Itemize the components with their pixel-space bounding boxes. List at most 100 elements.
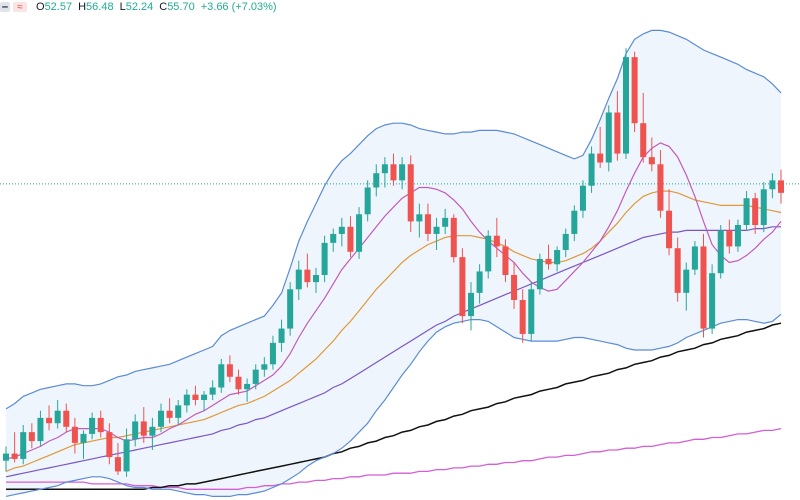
candle-body [261, 364, 268, 370]
candle-body [485, 235, 492, 272]
candle-body [373, 173, 380, 188]
candle-body [511, 275, 518, 300]
candle-body [657, 164, 664, 211]
candle-body [252, 369, 259, 384]
bollinger-lower-line [5, 313, 782, 497]
candle-body [140, 421, 147, 436]
candle-body [450, 217, 457, 258]
candle-body [399, 164, 406, 181]
candle-body [54, 410, 61, 424]
candle-body [683, 269, 690, 293]
legend-high: H56.48 [78, 1, 114, 13]
sma-slow-line [5, 226, 781, 478]
candle-body [356, 214, 363, 252]
candle-body [226, 364, 233, 377]
candle-body [218, 364, 225, 388]
candle-body [201, 394, 208, 400]
candle-body [244, 383, 251, 390]
candle-body [433, 226, 440, 234]
candle-body [648, 157, 655, 165]
indicator-settings-icon[interactable]: ≈ [13, 2, 27, 13]
candle-body [545, 258, 552, 265]
candle-body [640, 123, 647, 158]
legend-high-value: 56.48 [86, 1, 114, 13]
candle-body [63, 410, 70, 427]
candle-body [209, 387, 216, 395]
candle-body [123, 439, 130, 472]
candle-body [390, 164, 397, 181]
legend-open: O52.57 [36, 1, 73, 13]
candle-body [132, 421, 139, 440]
hide-icon[interactable]: ━ [0, 2, 10, 12]
candle-body [89, 417, 96, 434]
candle-body [769, 180, 776, 190]
candle-body [287, 289, 294, 329]
candle-body [709, 273, 716, 329]
candle-body [597, 153, 604, 163]
sma-very-long-line [6, 427, 782, 490]
candle-body [364, 187, 371, 215]
candle-body [726, 230, 733, 247]
candle-body [571, 210, 578, 234]
legend-close-value: 55.70 [167, 1, 195, 13]
candle-body [106, 432, 113, 458]
candle-body [760, 189, 767, 225]
bollinger-upper-line [5, 29, 782, 410]
candle-body [347, 226, 354, 252]
candle-body [2, 453, 10, 461]
candle-body [554, 250, 561, 265]
candle-body [700, 246, 707, 329]
candle-body [37, 417, 44, 442]
candle-body [502, 246, 509, 275]
candle-body [20, 432, 27, 459]
candle-body [149, 426, 156, 436]
candle-body [743, 198, 750, 225]
candle-body [312, 275, 320, 283]
candle-body [631, 57, 638, 124]
ohlc-legend: ━ ≈ O52.57 H56.48 L52.24 C55.70 +3.66 (+… [0, 0, 277, 14]
legend-close: C55.70 [159, 1, 195, 13]
candle-body [666, 210, 673, 249]
candle-body [175, 405, 182, 418]
candle-body [424, 214, 431, 234]
candle-body [536, 258, 543, 290]
candle-body [338, 226, 345, 234]
candle-body [493, 235, 500, 247]
candle-body [330, 233, 337, 243]
candle-body [166, 410, 173, 418]
candle-body [476, 271, 483, 293]
sma-long-line [6, 322, 782, 491]
candle-body [183, 394, 190, 406]
candle-body [717, 230, 724, 274]
candle-body [614, 112, 621, 154]
candle-body [674, 248, 681, 293]
candle-body [321, 242, 328, 275]
candle-body [46, 417, 53, 424]
candle-body [519, 300, 526, 334]
candle-body [295, 269, 302, 290]
candle-body [691, 246, 698, 270]
candle-body [467, 292, 475, 317]
candle-body [235, 376, 242, 390]
candle-body [752, 198, 759, 225]
candle-body [71, 426, 78, 443]
candle-body [562, 233, 569, 250]
candle-body [269, 342, 276, 365]
legend-low-value: 52.24 [125, 1, 154, 13]
candle-body [381, 164, 388, 174]
candle-body [278, 328, 285, 343]
candle-body [97, 417, 104, 433]
legend-change: +3.66 (+7.03%) [200, 1, 277, 13]
candle-body [407, 164, 414, 222]
candle-body [192, 394, 199, 400]
candle-body [459, 257, 466, 317]
legend-low: L52.24 [119, 1, 154, 13]
candle-body [114, 457, 121, 472]
candle-body [80, 433, 87, 443]
candle-body [304, 269, 311, 283]
candle-body [622, 57, 630, 154]
candle-body [442, 217, 449, 227]
candle-body [579, 185, 586, 211]
candle-body [734, 225, 741, 247]
